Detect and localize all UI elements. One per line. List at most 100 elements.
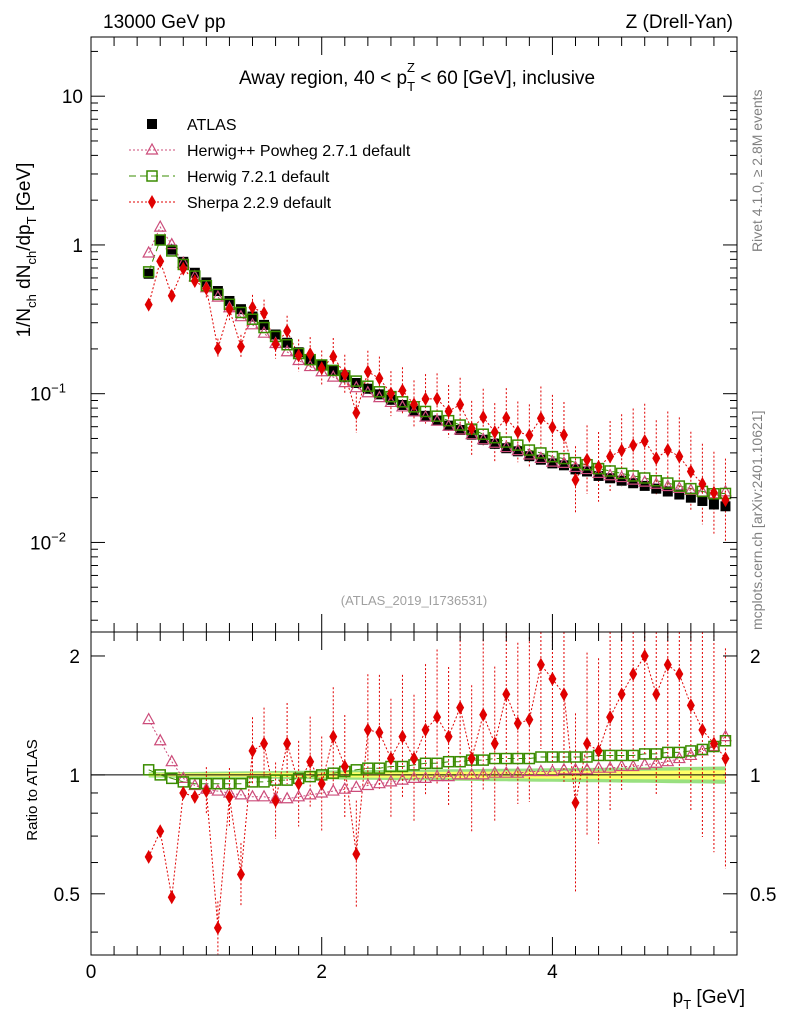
atlas-point (397, 399, 408, 410)
y-tick-label: 10 (62, 87, 83, 108)
ratio-point-3 (640, 648, 649, 663)
rivet-label: Rivet 4.1.0, ≥ 2.8M events (749, 89, 765, 252)
series-point-1 (142, 245, 156, 258)
series-point-3 (675, 449, 684, 464)
series-point-1 (615, 470, 629, 483)
legend-marker (145, 142, 159, 155)
series-point-3 (536, 411, 545, 426)
ratio-point-1 (499, 765, 513, 778)
atlas-point (547, 458, 558, 469)
series-point-1 (430, 413, 444, 426)
ratio-point-3 (363, 722, 372, 737)
ratio-point-3 (686, 698, 695, 713)
ratio-point-3 (410, 751, 418, 766)
series-point-3 (617, 443, 626, 458)
atlas-point (166, 244, 177, 255)
series-point-1 (315, 364, 329, 377)
ratio-tick-label-right: 0.5 (750, 885, 776, 906)
ratio-point-1 (280, 791, 294, 804)
mcplots-label: mcplots.cern.ch [arXiv:2401.10621] (749, 411, 765, 630)
ratio-point-1 (615, 759, 629, 772)
series-point-3 (271, 337, 280, 352)
ratio-point-3 (536, 657, 545, 672)
ratio-tick-label-left: 2 (69, 647, 80, 668)
ratio-point-1 (580, 762, 594, 775)
ratio-panel: 0.5 0.5 1 1 2 2 0 2 4 Ratio to ATLAS (24, 631, 776, 983)
y-tick-label: 1 (72, 236, 83, 257)
series-point-2 (258, 321, 270, 334)
atlas-point (535, 454, 546, 465)
atlas-point (282, 337, 293, 348)
ratio-point-3 (525, 712, 534, 727)
ratio-point-2 (154, 769, 166, 781)
series-point-3 (179, 261, 188, 276)
series-point-3 (283, 323, 292, 338)
ratio-point-3 (156, 824, 165, 839)
series-point-3 (410, 397, 418, 412)
series-point-2 (569, 456, 582, 469)
series-point-2 (662, 477, 674, 489)
ratio-point-2 (500, 752, 513, 765)
series-point-3 (559, 427, 568, 442)
series-point-1 (638, 474, 652, 487)
series-point-1 (280, 344, 294, 357)
x-tick-label: 4 (547, 962, 558, 983)
series-point-1 (165, 237, 179, 250)
series-point-2 (166, 245, 178, 257)
ratio-point-2 (627, 749, 639, 762)
atlas-point (524, 451, 535, 462)
series-point-2 (142, 266, 155, 278)
ratio-point-3 (456, 700, 465, 715)
series-point-2 (419, 405, 432, 418)
legend-label: Sherpa 2.2.9 default (187, 195, 332, 212)
ratio-point-3 (513, 716, 522, 731)
series-point-2 (685, 482, 697, 495)
series-line-3 (148, 259, 726, 501)
ratio-point-3 (398, 729, 407, 744)
ratio-point-3 (340, 759, 349, 774)
ratio-point-3 (294, 776, 303, 791)
ratio-tick-label-right: 1 (750, 766, 761, 787)
series-point-2 (327, 364, 339, 377)
series-point-3 (548, 420, 557, 435)
ratio-point-3 (248, 743, 257, 758)
ratio-point-2 (546, 751, 559, 763)
ratio-point-3 (190, 789, 199, 804)
ratio-point-1 (315, 785, 329, 798)
ratio-point-2 (362, 762, 374, 774)
atlas-point (351, 378, 362, 389)
atlas-point (708, 499, 719, 510)
series-point-2 (535, 447, 547, 459)
ratio-point-3 (167, 890, 176, 905)
ratio-point-1 (153, 733, 167, 746)
atlas-point (259, 319, 270, 330)
ratio-point-2 (569, 751, 582, 763)
ratio-point-2 (523, 752, 536, 765)
series-point-3 (156, 254, 165, 269)
ratio-line-3 (148, 654, 726, 928)
ratio-point-1 (384, 774, 398, 787)
series-point-1 (292, 353, 306, 366)
series-point-2 (362, 380, 374, 392)
ratio-point-2 (615, 749, 628, 762)
ratio-point-2 (189, 777, 201, 790)
ratio-point-2 (246, 776, 259, 788)
series-point-2 (281, 338, 293, 351)
ratio-point-3 (721, 751, 730, 766)
ratio-point-2 (489, 752, 501, 765)
ratio-point-3 (652, 687, 661, 702)
series-point-3 (190, 274, 199, 289)
ratio-point-2 (304, 770, 316, 783)
ratio-point-1 (626, 759, 640, 772)
series-point-3 (686, 464, 695, 479)
ratio-point-3 (709, 736, 718, 751)
series-point-2 (500, 436, 513, 448)
ratio-tick-label-left: 0.5 (54, 885, 80, 906)
series-point-1 (153, 219, 167, 232)
series-point-2 (546, 450, 559, 463)
ratio-point-3 (444, 729, 453, 744)
atlas-point (374, 389, 385, 400)
ratio-point-3 (629, 667, 638, 682)
ratio-point-1 (326, 783, 340, 796)
ratio-point-2 (442, 755, 455, 768)
